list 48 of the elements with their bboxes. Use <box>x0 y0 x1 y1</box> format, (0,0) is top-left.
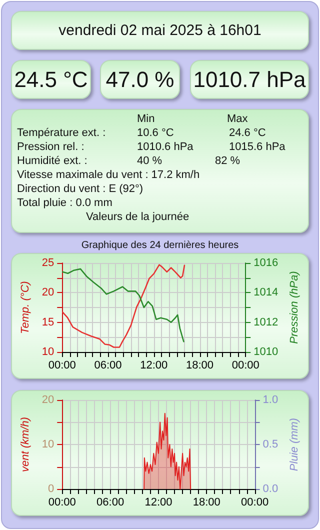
y2-tick-label: 0.0 <box>262 483 278 495</box>
x-tick-label: 06:00 <box>94 360 122 372</box>
text: 40 % <box>137 155 162 167</box>
x-tick-label: 00:00 <box>232 360 260 372</box>
text: Humidité ext. : <box>17 155 88 167</box>
y2-axis-title: Pression (hPa) <box>288 270 300 344</box>
text: Total pluie : 0.0 mm <box>17 197 112 209</box>
y2-tick-label: 1014 <box>254 286 278 299</box>
y-tick-label: 10 <box>42 346 54 358</box>
y2-tick-label: 1016 <box>254 257 278 269</box>
text: 24.6 °C <box>229 127 266 139</box>
text: Min <box>137 113 155 125</box>
x-tick-label: 12:00 <box>144 496 172 508</box>
y-tick-label: 20 <box>42 286 54 299</box>
y-tick-label: 10 <box>42 438 54 450</box>
y2-axis-title: Pluie (mm) <box>288 418 300 472</box>
x-tick-label: 18:00 <box>192 496 220 508</box>
y2-tick-label: 0.5 <box>262 438 278 450</box>
y2-tick-label: 1012 <box>254 316 278 328</box>
x-tick-label: 00:00 <box>48 360 76 372</box>
text: 82 % <box>215 155 240 167</box>
text: Valeurs de la journée <box>86 211 190 223</box>
text: Max <box>227 113 248 125</box>
x-tick-label: 00:00 <box>48 496 76 508</box>
y-tick-label: 15 <box>42 316 54 328</box>
text: 1010.6 hPa <box>137 141 194 153</box>
x-tick-label: 12:00 <box>140 360 168 372</box>
text: 10.6 °C <box>137 127 174 139</box>
y-tick-label: 0 <box>48 483 54 495</box>
text: Direction du vent : E (92°) <box>17 183 144 195</box>
y-axis-title: Temp. (°C) <box>20 280 32 334</box>
text: Vitesse maximale du vent : 17.2 km/h <box>17 169 200 181</box>
text: Température ext. : <box>17 127 106 139</box>
x-tick-label: 18:00 <box>186 360 214 372</box>
x-tick-label: 00:00 <box>241 496 269 508</box>
text: 47.0 % <box>100 60 180 99</box>
y-tick-label: 25 <box>42 257 54 269</box>
chart-title: Graphique des 24 dernières heures <box>80 240 240 253</box>
y-axis-title: vent (km/h) <box>20 416 32 472</box>
y2-tick-label: 1010 <box>254 346 278 358</box>
x-tick-label: 06:00 <box>96 496 124 508</box>
text: 1010.7 hPa <box>190 60 309 99</box>
text: Pression rel. : <box>17 141 84 153</box>
text: vendredi 02 mai 2025 à 16h01 <box>11 11 309 50</box>
y-tick-label: 20 <box>42 394 54 406</box>
y2-tick-label: 1.0 <box>262 394 278 406</box>
text: 24.5 °C <box>11 60 91 99</box>
text: 1015.6 hPa <box>229 141 286 153</box>
